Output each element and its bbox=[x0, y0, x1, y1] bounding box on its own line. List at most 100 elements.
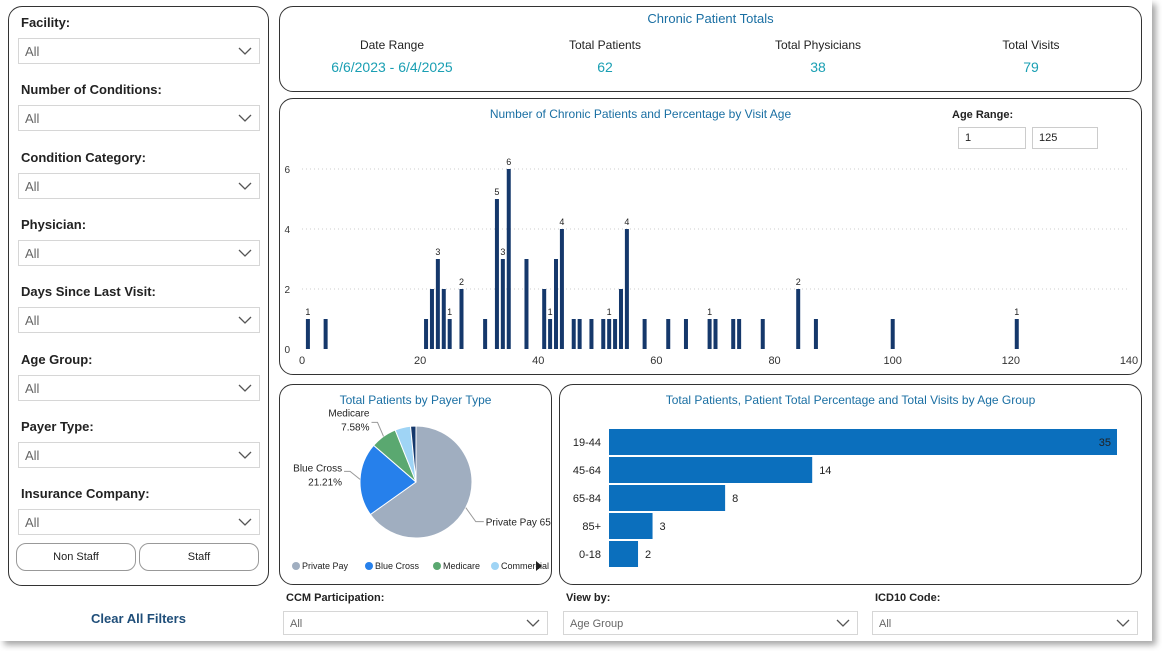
histogram-bar[interactable] bbox=[642, 319, 647, 349]
age-group-bar[interactable] bbox=[609, 457, 813, 483]
filter-value: All bbox=[25, 111, 40, 127]
histogram-bar[interactable] bbox=[618, 289, 623, 349]
histogram-bar[interactable] bbox=[459, 289, 464, 349]
filter-value: All bbox=[25, 313, 40, 329]
filter-label: Insurance Company: bbox=[21, 486, 150, 502]
chevron-down-icon bbox=[238, 451, 252, 459]
histogram-bar[interactable] bbox=[524, 259, 529, 349]
leader-line bbox=[465, 507, 484, 523]
filter-select[interactable]: All bbox=[18, 307, 260, 334]
histogram-bar[interactable] bbox=[601, 319, 606, 349]
payer-type-panel: Total Patients by Payer Type Private Pay… bbox=[279, 384, 552, 585]
chevron-down-icon bbox=[238, 114, 252, 123]
data-label: 1 bbox=[305, 307, 310, 317]
filter-label: Age Group: bbox=[21, 351, 93, 367]
legend-next-icon[interactable] bbox=[536, 561, 542, 571]
histogram-bar[interactable] bbox=[542, 289, 547, 349]
icd10-code-label: ICD10 Code: bbox=[875, 592, 941, 604]
histogram-bar[interactable] bbox=[500, 259, 505, 349]
histogram-bar[interactable] bbox=[506, 169, 511, 349]
view-by-value: Age Group bbox=[570, 618, 624, 630]
chevron-down-icon bbox=[238, 182, 252, 190]
leader-line bbox=[371, 421, 384, 437]
filter-select[interactable]: All bbox=[18, 172, 260, 199]
histogram-bar[interactable] bbox=[796, 289, 801, 349]
bar-value-label: 14 bbox=[819, 465, 831, 477]
ccm-participation-select[interactable]: All bbox=[283, 611, 548, 635]
histogram-bar[interactable] bbox=[666, 319, 671, 349]
filter-label: Days Since Last Visit: bbox=[21, 284, 156, 300]
age-range-max-input[interactable]: 125 bbox=[1032, 127, 1098, 149]
staff-button[interactable]: Staff bbox=[139, 543, 259, 571]
data-label: 5 bbox=[494, 187, 499, 197]
histogram-bar[interactable] bbox=[305, 319, 310, 349]
age-group-chart-title: Total Patients, Patient Total Percentage… bbox=[665, 393, 1036, 407]
total-physicians-value: 38 bbox=[810, 59, 826, 75]
histogram-bar[interactable] bbox=[1014, 319, 1019, 349]
icd10-code-select[interactable]: All bbox=[872, 611, 1138, 635]
age-range-min-input[interactable]: 1 bbox=[958, 127, 1026, 149]
histogram-bar[interactable] bbox=[813, 319, 818, 349]
non-staff-button[interactable]: Non Staff bbox=[16, 543, 136, 571]
filter-select[interactable]: All bbox=[18, 105, 260, 132]
bar-value-label: 3 bbox=[660, 521, 666, 533]
view-by-label: View by: bbox=[566, 592, 611, 604]
icd10-code-value: All bbox=[879, 618, 892, 630]
histogram-bar[interactable] bbox=[435, 259, 440, 349]
clear-all-filters-button[interactable]: Clear All Filters bbox=[91, 611, 186, 626]
data-label: 4 bbox=[559, 217, 564, 227]
histogram-bar[interactable] bbox=[589, 319, 594, 349]
histogram-bar[interactable] bbox=[607, 319, 612, 349]
category-label: 0-18 bbox=[579, 549, 601, 561]
histogram-bar[interactable] bbox=[683, 319, 688, 349]
age-group-bar-chart: 19-44 35 45-64 14 65-84 8 85+ 3 0-18 2 bbox=[573, 429, 1117, 567]
histogram-bar[interactable] bbox=[494, 199, 499, 349]
filter-select[interactable]: All bbox=[18, 509, 260, 536]
age-group-bar[interactable] bbox=[609, 429, 1117, 455]
histogram-bar[interactable] bbox=[447, 319, 452, 349]
histogram-bar[interactable] bbox=[559, 229, 564, 349]
y-tick-label: 0 bbox=[284, 345, 290, 356]
histogram-bar[interactable] bbox=[731, 319, 736, 349]
filter-select[interactable]: All bbox=[18, 38, 260, 64]
age-group-bar[interactable] bbox=[609, 541, 639, 567]
pie-slice[interactable] bbox=[409, 425, 417, 483]
medicare-label: Medicare bbox=[328, 408, 370, 419]
private-pay-label: Private Pay 65.15% bbox=[486, 518, 551, 529]
histogram-bar[interactable] bbox=[429, 289, 434, 349]
total-visits-label: Total Visits bbox=[1002, 38, 1060, 52]
histogram-bar[interactable] bbox=[571, 319, 576, 349]
histogram-bar[interactable] bbox=[707, 319, 712, 349]
histogram-bar[interactable] bbox=[483, 319, 488, 349]
x-tick-label: 60 bbox=[650, 355, 662, 367]
data-label: 2 bbox=[796, 277, 801, 287]
filter-select[interactable]: All bbox=[18, 374, 260, 401]
histogram-bar[interactable] bbox=[424, 319, 429, 349]
filter-select[interactable]: All bbox=[18, 239, 260, 266]
histogram-bar[interactable] bbox=[554, 259, 559, 349]
histogram-bar[interactable] bbox=[713, 319, 718, 349]
histogram-bar[interactable] bbox=[548, 319, 553, 349]
view-by-select[interactable]: Age Group bbox=[563, 611, 858, 635]
ccm-participation-value: All bbox=[290, 618, 303, 630]
histogram-bar[interactable] bbox=[323, 319, 328, 349]
blue-cross-pct: 21.21% bbox=[308, 477, 342, 488]
chevron-down-icon bbox=[238, 47, 252, 55]
histogram-bar[interactable] bbox=[890, 319, 895, 349]
histogram-bar[interactable] bbox=[613, 319, 618, 349]
y-tick-label: 6 bbox=[284, 165, 290, 176]
data-label: 1 bbox=[548, 307, 553, 317]
histogram-bar[interactable] bbox=[577, 319, 582, 349]
age-group-bar[interactable] bbox=[609, 485, 726, 511]
payer-pie-chart: Private Pay 65.15% Blue Cross 21.21% Medica… bbox=[292, 408, 551, 571]
histogram-bar[interactable] bbox=[760, 319, 765, 349]
histogram-bar[interactable] bbox=[737, 319, 742, 349]
legend-label: Blue Cross bbox=[375, 561, 420, 571]
x-tick-label: 20 bbox=[414, 355, 426, 367]
pie-slice[interactable] bbox=[369, 425, 473, 539]
filter-select[interactable]: All bbox=[18, 441, 260, 468]
histogram-bar[interactable] bbox=[441, 289, 446, 349]
filter-label: Number of Conditions: bbox=[21, 82, 162, 98]
age-group-bar[interactable] bbox=[609, 513, 653, 539]
histogram-bar[interactable] bbox=[624, 229, 629, 349]
